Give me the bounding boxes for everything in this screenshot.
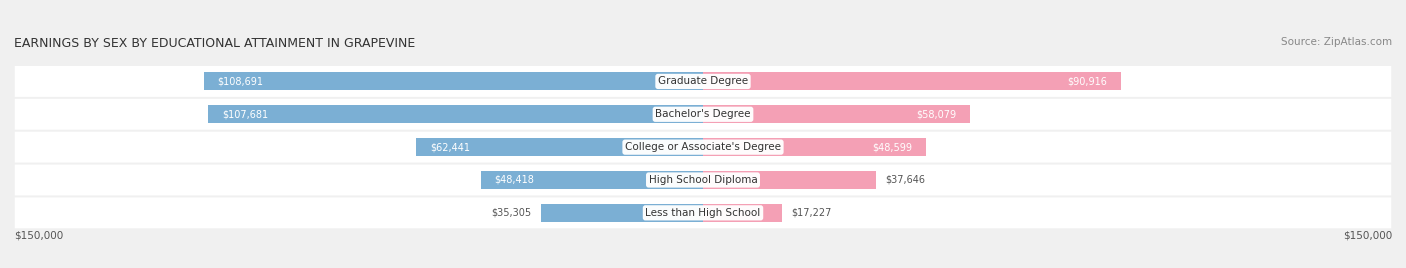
- Text: $150,000: $150,000: [14, 231, 63, 241]
- Bar: [703, 138, 927, 156]
- Text: $62,441: $62,441: [430, 142, 470, 152]
- Bar: [703, 72, 1121, 91]
- Text: $150,000: $150,000: [1343, 231, 1392, 241]
- Text: Bachelor's Degree: Bachelor's Degree: [655, 109, 751, 119]
- Bar: [416, 138, 703, 156]
- Bar: [481, 171, 703, 189]
- Text: $37,646: $37,646: [886, 175, 925, 185]
- Bar: [204, 72, 703, 91]
- Bar: [703, 204, 782, 222]
- Text: $107,681: $107,681: [222, 109, 269, 119]
- Bar: [703, 105, 970, 123]
- Text: $48,418: $48,418: [495, 175, 534, 185]
- Text: $58,079: $58,079: [915, 109, 956, 119]
- FancyBboxPatch shape: [14, 99, 1392, 130]
- Text: $17,227: $17,227: [792, 208, 832, 218]
- Text: EARNINGS BY SEX BY EDUCATIONAL ATTAINMENT IN GRAPEVINE: EARNINGS BY SEX BY EDUCATIONAL ATTAINMEN…: [14, 37, 415, 50]
- Bar: [541, 204, 703, 222]
- Text: $108,691: $108,691: [218, 76, 263, 87]
- Text: High School Diploma: High School Diploma: [648, 175, 758, 185]
- Bar: [703, 171, 876, 189]
- Text: Less than High School: Less than High School: [645, 208, 761, 218]
- FancyBboxPatch shape: [14, 132, 1392, 163]
- Text: $35,305: $35,305: [492, 208, 531, 218]
- FancyBboxPatch shape: [14, 66, 1392, 97]
- FancyBboxPatch shape: [14, 198, 1392, 228]
- FancyBboxPatch shape: [14, 165, 1392, 195]
- Text: $48,599: $48,599: [873, 142, 912, 152]
- Text: Source: ZipAtlas.com: Source: ZipAtlas.com: [1281, 37, 1392, 47]
- Bar: [208, 105, 703, 123]
- Text: College or Associate's Degree: College or Associate's Degree: [626, 142, 780, 152]
- Text: $90,916: $90,916: [1067, 76, 1107, 87]
- Text: Graduate Degree: Graduate Degree: [658, 76, 748, 87]
